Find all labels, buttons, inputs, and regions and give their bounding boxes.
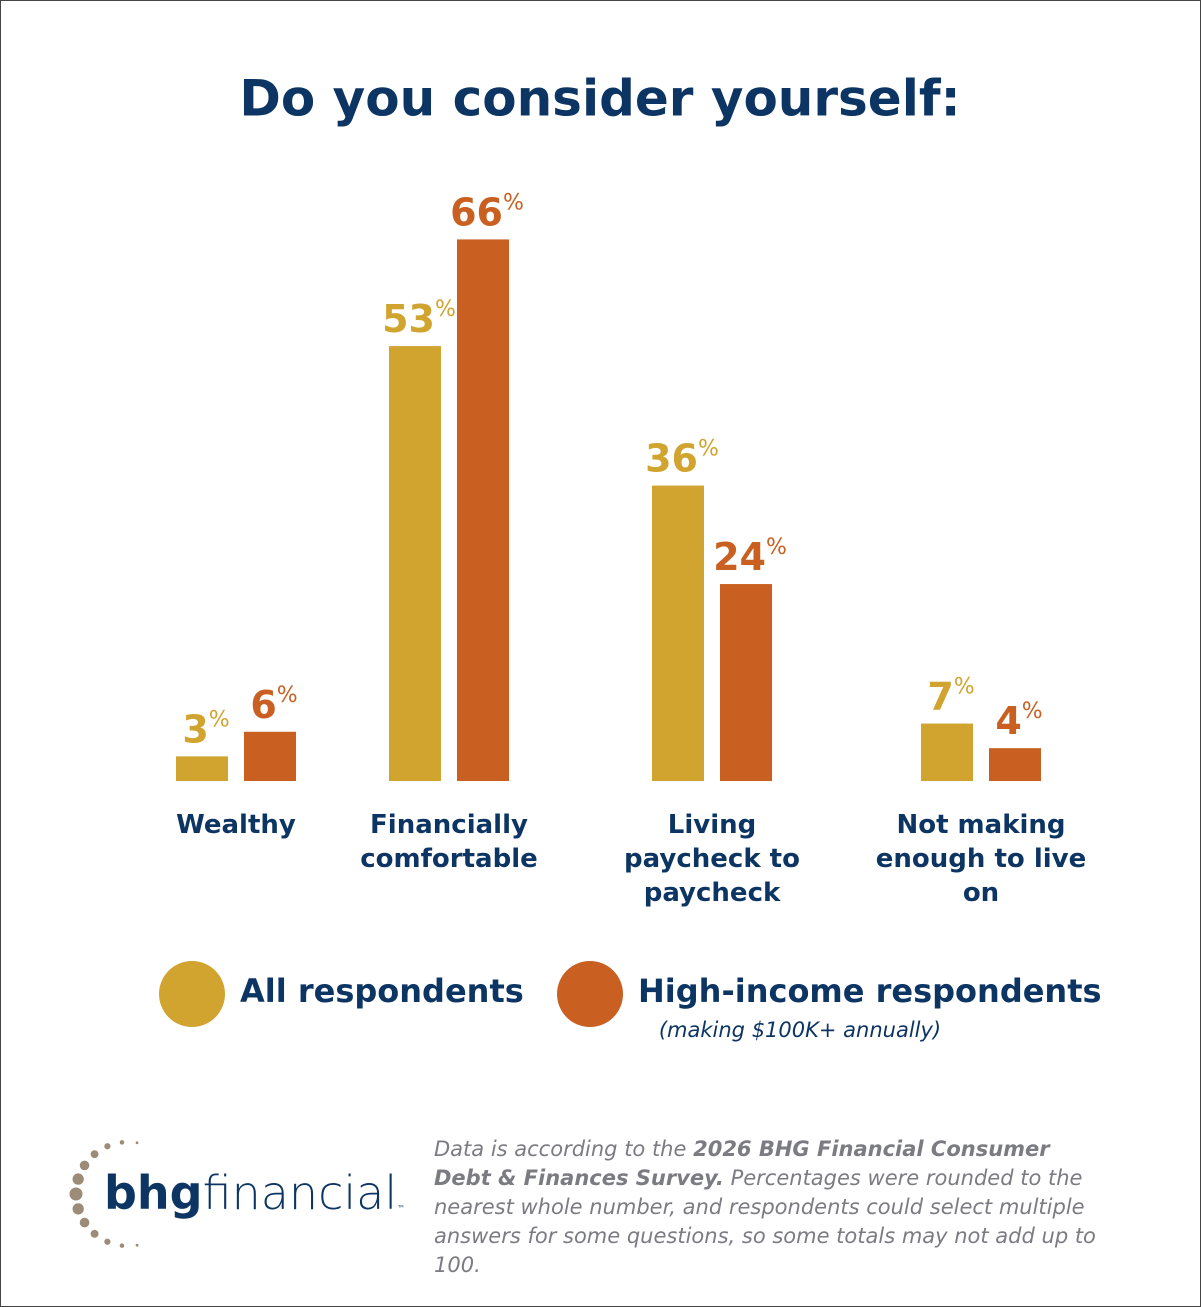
value-number: 3 <box>182 707 208 751</box>
value-unit: % <box>698 437 719 462</box>
bar <box>921 723 973 781</box>
logo-dot <box>72 1173 84 1185</box>
value-unit: % <box>435 297 456 322</box>
note-text: Data is according to the <box>434 1137 694 1161</box>
value-label: 36% <box>645 437 719 481</box>
logo-dot <box>135 1243 139 1247</box>
value-number: 4 <box>995 699 1021 743</box>
logo-dot <box>104 1238 111 1245</box>
logo-dot <box>72 1203 84 1215</box>
value-label: 53% <box>382 297 456 341</box>
bar <box>652 485 704 781</box>
x-tick-label: Wealthy <box>176 810 296 840</box>
value-number: 53 <box>382 297 435 341</box>
value-number: 66 <box>450 190 503 234</box>
bar <box>720 584 772 781</box>
logo-dot <box>104 1143 111 1150</box>
bar <box>457 239 509 782</box>
value-unit: % <box>1022 699 1043 724</box>
logo: bhgfinancial™ <box>104 1166 405 1220</box>
value-unit: % <box>209 707 230 732</box>
value-label: 24% <box>713 535 787 579</box>
legend-note: (making $100K+ annually) <box>659 1018 941 1042</box>
chart-title: Do you consider yourself: <box>239 70 960 128</box>
value-unit: % <box>277 683 298 708</box>
legend-label: All respondents <box>240 972 524 1010</box>
legend-label: High-income respondents <box>638 972 1102 1010</box>
logo-dot <box>79 1160 90 1171</box>
value-label: 4% <box>995 699 1042 743</box>
logo-dot <box>90 1150 99 1159</box>
bar <box>389 346 441 781</box>
value-number: 7 <box>927 675 953 719</box>
value-unit: % <box>503 190 524 215</box>
note-source: 2026 BHG Financial Consumer Debt & Finan… <box>434 1137 1050 1190</box>
logo-dot <box>119 1140 125 1145</box>
logo-mark: ™ <box>397 1204 405 1213</box>
logo-dot <box>90 1229 99 1238</box>
value-unit: % <box>766 535 787 560</box>
value-number: 6 <box>250 683 276 727</box>
logo-dot <box>119 1243 125 1248</box>
value-label: 66% <box>450 190 524 234</box>
logo-light: financial <box>203 1166 398 1220</box>
bar <box>989 748 1041 781</box>
value-number: 36 <box>645 437 698 481</box>
note-text: Percentages were rounded to the nearest … <box>434 1166 1096 1277</box>
x-tick-label: Living paycheck to paycheck <box>624 810 800 908</box>
x-tick-label: Not making enough to live on <box>875 810 1087 908</box>
legend-swatch <box>159 961 225 1027</box>
legend-swatch <box>557 961 623 1027</box>
x-tick-label: Financially comfortable <box>360 810 538 874</box>
logo-dot <box>69 1187 83 1201</box>
value-unit: % <box>954 675 975 700</box>
bar <box>176 756 228 781</box>
value-label: 6% <box>250 683 297 727</box>
logo-dot <box>135 1141 139 1145</box>
logo-dot <box>79 1217 90 1228</box>
value-number: 24 <box>713 535 766 579</box>
value-label: 7% <box>927 675 974 719</box>
logo-bold: bhg <box>104 1166 203 1220</box>
bar <box>244 731 296 781</box>
value-label: 3% <box>182 707 229 751</box>
footnote: Data is according to the 2026 BHG Financ… <box>434 1135 1109 1280</box>
